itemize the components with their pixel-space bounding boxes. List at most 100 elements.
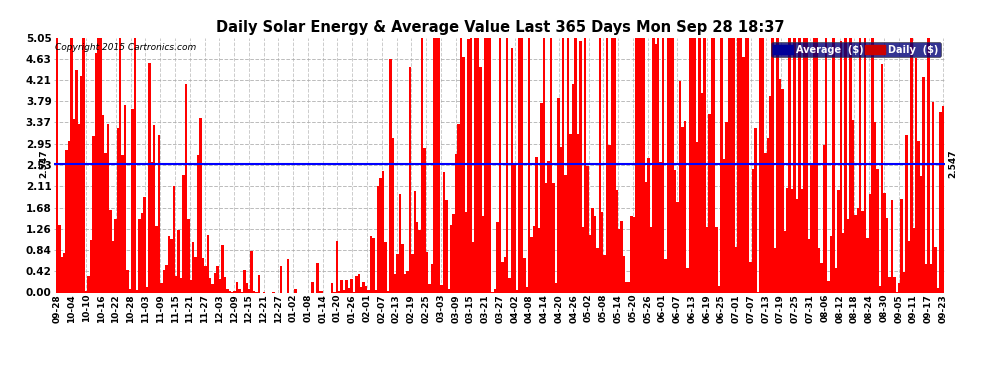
Bar: [338, 291, 341, 292]
Bar: [141, 213, 144, 292]
Bar: [740, 35, 742, 292]
Bar: [861, 211, 864, 292]
Bar: [182, 175, 185, 292]
Bar: [63, 253, 65, 292]
Legend: Average  ($), Daily  ($): Average ($), Daily ($): [771, 42, 940, 57]
Bar: [820, 263, 823, 292]
Bar: [162, 270, 165, 292]
Bar: [891, 200, 893, 292]
Bar: [701, 93, 703, 292]
Bar: [771, 35, 774, 292]
Bar: [107, 124, 109, 292]
Bar: [586, 166, 589, 292]
Bar: [80, 76, 82, 292]
Bar: [579, 41, 581, 292]
Bar: [87, 276, 90, 292]
Bar: [399, 194, 401, 292]
Bar: [122, 155, 124, 292]
Bar: [703, 35, 706, 292]
Bar: [109, 210, 112, 292]
Bar: [776, 35, 779, 292]
Bar: [825, 35, 828, 292]
Bar: [608, 144, 611, 292]
Bar: [414, 191, 416, 292]
Bar: [844, 35, 846, 292]
Bar: [185, 84, 187, 292]
Bar: [455, 154, 457, 292]
Bar: [499, 35, 501, 292]
Bar: [102, 115, 104, 292]
Bar: [523, 258, 526, 292]
Bar: [506, 35, 509, 292]
Bar: [842, 233, 844, 292]
Bar: [613, 35, 616, 292]
Bar: [175, 276, 177, 292]
Bar: [150, 162, 153, 292]
Bar: [708, 114, 711, 292]
Bar: [167, 237, 170, 292]
Bar: [576, 134, 579, 292]
Bar: [599, 35, 601, 292]
Bar: [431, 264, 433, 292]
Bar: [706, 227, 708, 292]
Bar: [347, 288, 350, 292]
Bar: [691, 35, 693, 292]
Bar: [224, 277, 226, 292]
Bar: [766, 138, 769, 292]
Bar: [572, 84, 574, 292]
Bar: [638, 35, 640, 292]
Bar: [806, 35, 808, 292]
Bar: [511, 48, 514, 292]
Bar: [811, 165, 813, 292]
Bar: [494, 290, 496, 292]
Bar: [180, 278, 182, 292]
Bar: [873, 122, 876, 292]
Bar: [531, 237, 533, 292]
Bar: [679, 81, 681, 292]
Bar: [893, 277, 896, 292]
Bar: [406, 271, 409, 292]
Bar: [838, 190, 840, 292]
Bar: [377, 186, 379, 292]
Bar: [70, 35, 72, 292]
Bar: [229, 291, 231, 292]
Bar: [621, 221, 623, 292]
Bar: [252, 291, 255, 292]
Bar: [139, 219, 141, 292]
Bar: [204, 266, 207, 292]
Bar: [287, 259, 289, 292]
Bar: [567, 35, 569, 292]
Bar: [635, 35, 638, 292]
Bar: [409, 67, 411, 292]
Bar: [835, 268, 838, 292]
Bar: [813, 35, 815, 292]
Bar: [374, 290, 377, 292]
Bar: [742, 57, 744, 292]
Bar: [657, 35, 659, 292]
Bar: [759, 35, 761, 292]
Bar: [443, 172, 446, 292]
Bar: [244, 270, 246, 292]
Bar: [95, 53, 97, 292]
Bar: [647, 158, 649, 292]
Bar: [433, 35, 436, 292]
Bar: [404, 274, 406, 292]
Bar: [155, 225, 158, 292]
Bar: [786, 188, 788, 292]
Bar: [728, 35, 730, 292]
Bar: [226, 289, 229, 292]
Bar: [898, 283, 901, 292]
Bar: [689, 35, 691, 292]
Bar: [129, 290, 131, 292]
Bar: [564, 176, 567, 292]
Bar: [104, 153, 107, 292]
Bar: [828, 281, 830, 292]
Bar: [341, 280, 343, 292]
Bar: [920, 176, 923, 292]
Bar: [421, 35, 424, 292]
Bar: [146, 287, 148, 292]
Bar: [447, 290, 450, 292]
Bar: [623, 256, 626, 292]
Bar: [764, 153, 766, 292]
Bar: [346, 280, 347, 292]
